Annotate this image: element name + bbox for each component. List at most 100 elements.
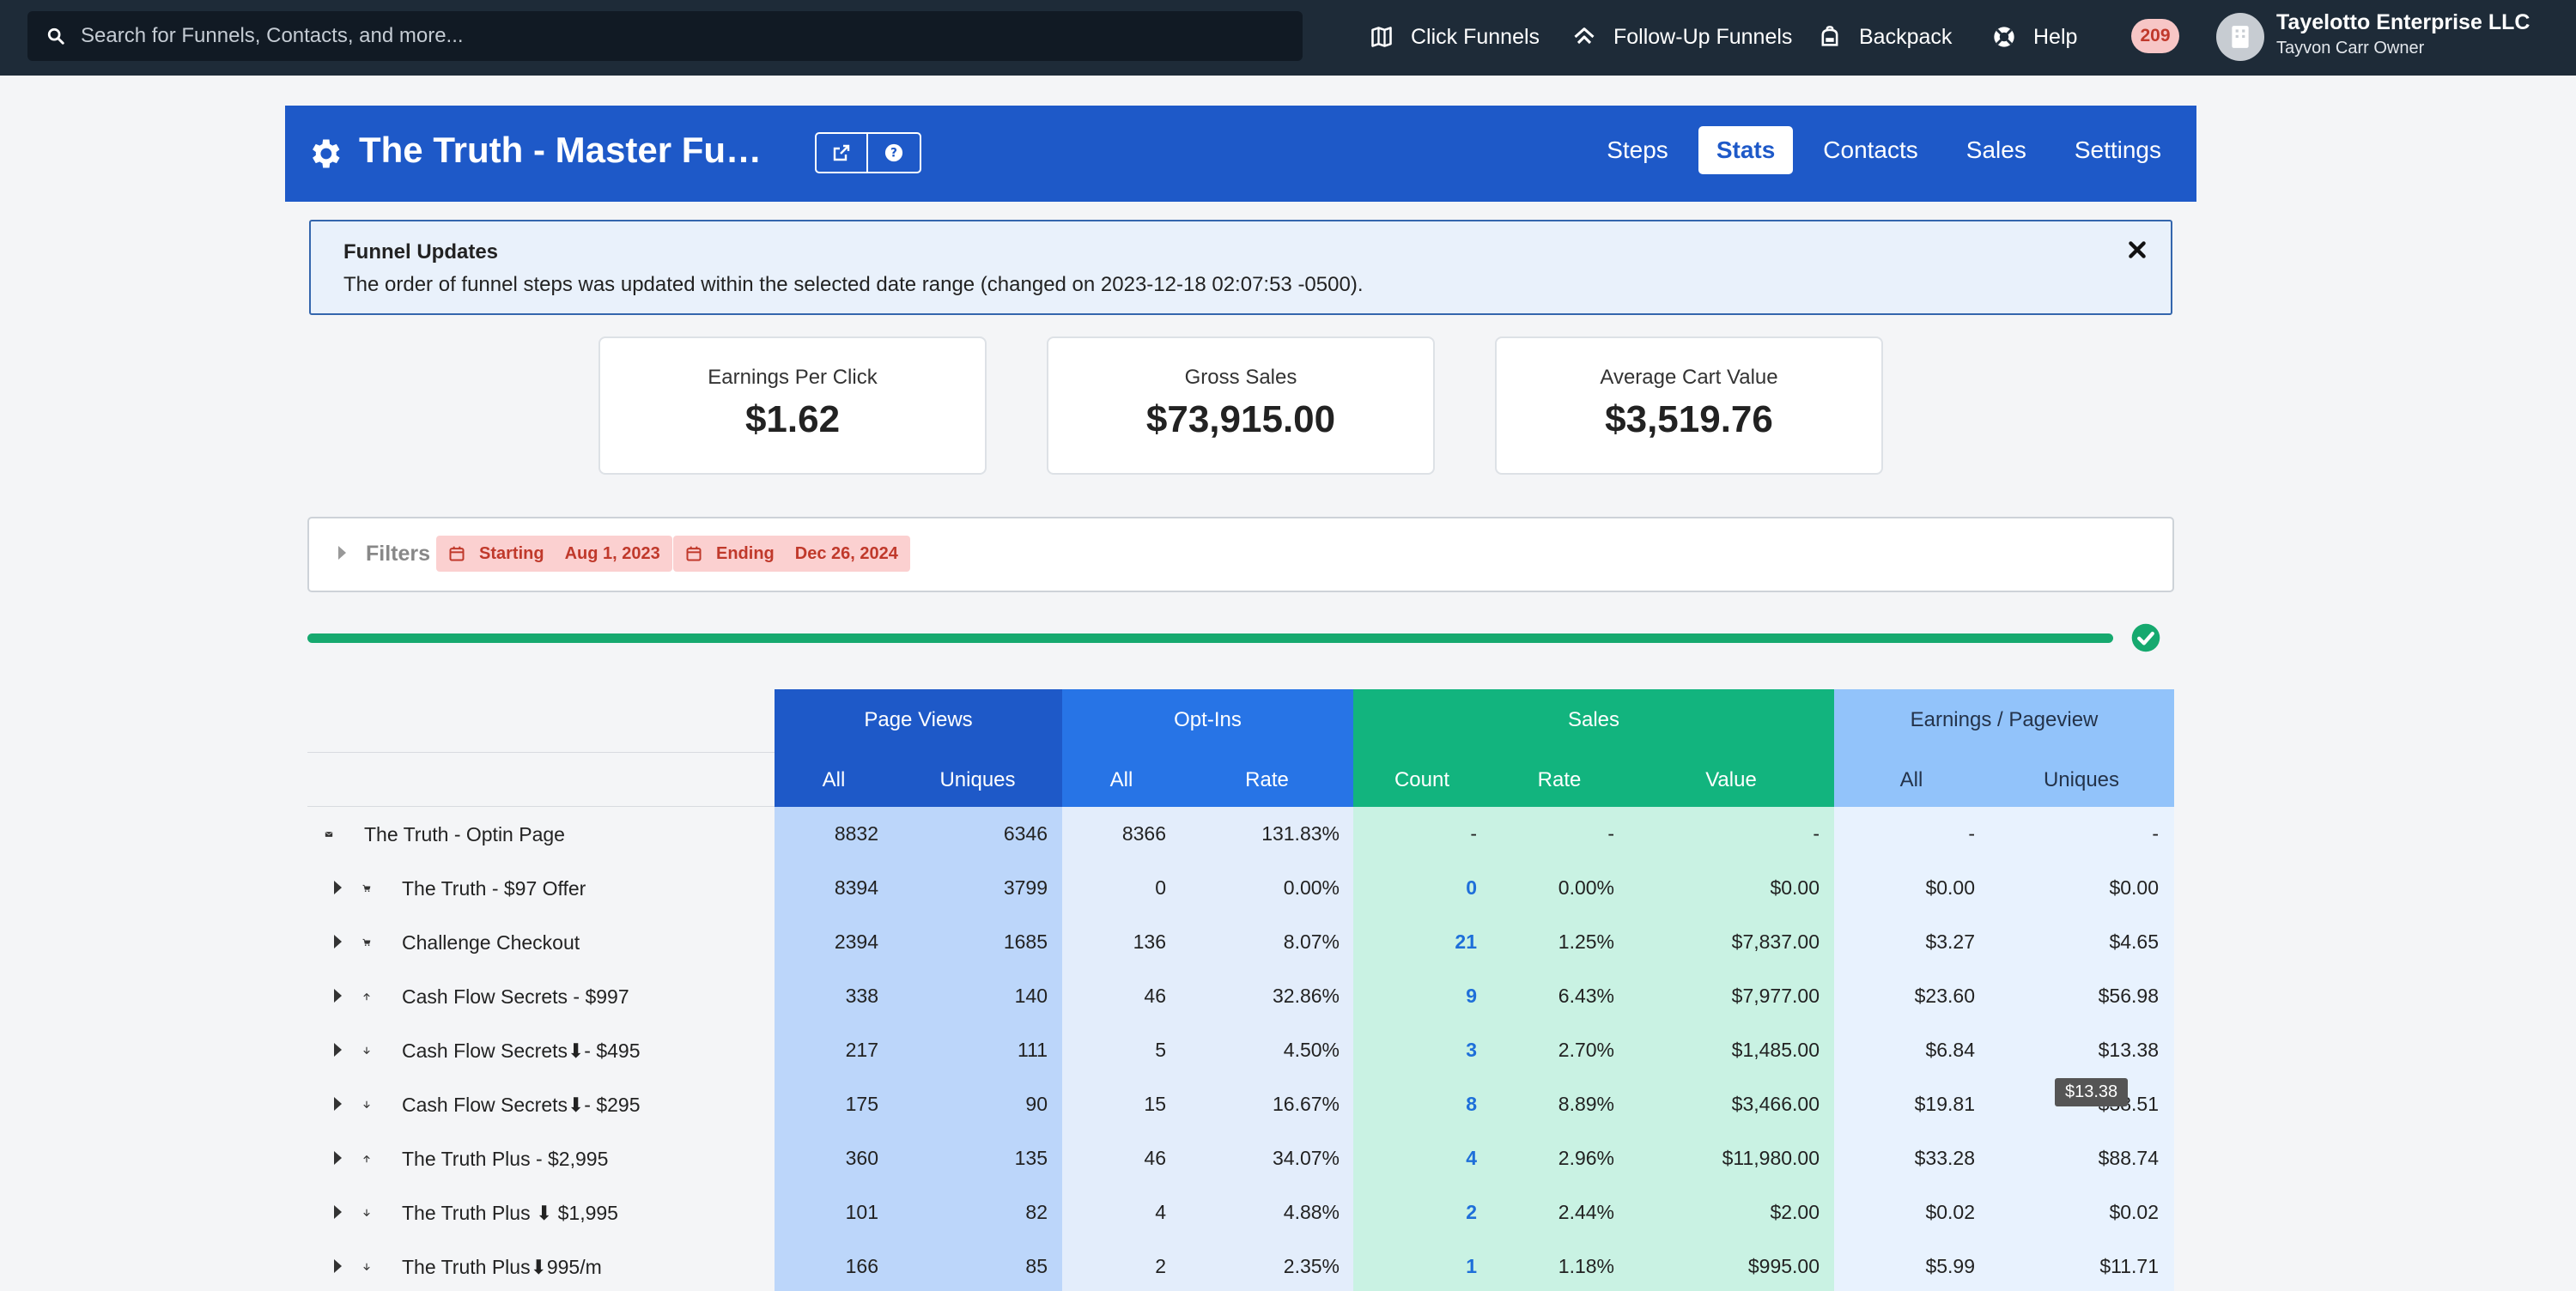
caret-right-icon[interactable] bbox=[334, 1205, 342, 1219]
gear-icon[interactable] bbox=[306, 135, 343, 173]
cell-oi-rate: 4.88% bbox=[1283, 1201, 1340, 1223]
check-circle-icon bbox=[2131, 623, 2160, 652]
cell-ep-uniques: $56.98 bbox=[2098, 985, 2159, 1007]
close-icon[interactable] bbox=[2126, 239, 2148, 261]
caret-right-icon[interactable] bbox=[334, 989, 342, 1003]
cell-ep-uniques: $88.74 bbox=[2098, 1147, 2159, 1169]
group-header: Sales bbox=[1567, 708, 1620, 731]
caret-right-icon[interactable] bbox=[334, 935, 342, 949]
nav-backpack[interactable]: Backpack bbox=[1818, 22, 1952, 52]
step-name-label: The Truth Plus - $2,995 bbox=[402, 1147, 609, 1170]
cell-sa-value: $11,980.00 bbox=[1722, 1147, 1820, 1169]
cell-oi-all: 136 bbox=[1133, 930, 1166, 953]
step-name[interactable]: The Truth Plus ⬇ $1,995 bbox=[362, 1201, 618, 1225]
caret-right-icon[interactable] bbox=[334, 1151, 342, 1165]
group-page-views: Page Views All Uniques bbox=[775, 689, 1062, 807]
cell-sa-count[interactable]: 0 bbox=[1466, 876, 1477, 899]
cell-oi-all: 46 bbox=[1144, 1147, 1166, 1169]
table-row[interactable]: Cash Flow Secrets⬇- $495 217 111 5 4.50% 3 2.7… bbox=[307, 1023, 2174, 1077]
step-name[interactable]: The Truth - $97 Offer bbox=[362, 876, 586, 900]
cell-sa-count[interactable]: 4 bbox=[1466, 1147, 1477, 1169]
col-header: Rate bbox=[1537, 768, 1582, 791]
cell-ep-all: $5.99 bbox=[1925, 1255, 1975, 1277]
user-role: Tayvon Carr Owner bbox=[2276, 39, 2425, 58]
global-search[interactable] bbox=[27, 11, 1303, 61]
caret-right-icon[interactable] bbox=[338, 546, 346, 560]
end-date-pill[interactable]: Ending Dec 26, 2024 bbox=[673, 536, 910, 572]
tab-settings[interactable]: Settings bbox=[2074, 136, 2161, 163]
filters-label[interactable]: Filters bbox=[366, 542, 431, 566]
cell-sa-count: - bbox=[1470, 822, 1477, 845]
tab-contacts[interactable]: Contacts bbox=[1823, 136, 1918, 163]
step-name[interactable]: The Truth - Optin Page bbox=[325, 822, 565, 846]
start-date-pill[interactable]: Starting Aug 1, 2023 bbox=[436, 536, 672, 572]
caret-right-icon[interactable] bbox=[334, 881, 342, 894]
table-row[interactable]: Challenge Checkout 2394 1685 136 8.07% 21 1.25… bbox=[307, 915, 2174, 969]
nav-help[interactable]: Help bbox=[1992, 22, 2077, 52]
table-row[interactable]: The Truth - Optin Page 8832 6346 8366 131.83… bbox=[307, 807, 2174, 861]
funnel-tabs: Steps Stats Contacts Sales Settings bbox=[1577, 126, 2179, 174]
cell-oi-all: 4 bbox=[1155, 1201, 1166, 1223]
account-menu[interactable]: Tayelotto Enterprise LLC Tayvon Carr Own… bbox=[2276, 10, 2530, 58]
group-header: Page Views bbox=[864, 708, 973, 731]
table-row[interactable]: Cash Flow Secrets - $997 338 140 46 32.86% 9 6… bbox=[307, 969, 2174, 1023]
table-row[interactable]: The Truth Plus⬇995/m 166 85 2 2.35% 1 1.18% $99… bbox=[307, 1239, 2174, 1291]
top-navbar: Click Funnels Follow-Up Funnels Backpack… bbox=[0, 0, 2576, 76]
cell-pv-all: 338 bbox=[845, 985, 878, 1007]
tab-steps[interactable]: Steps bbox=[1607, 136, 1668, 163]
step-name[interactable]: The Truth Plus - $2,995 bbox=[362, 1147, 608, 1171]
step-name[interactable]: The Truth Plus⬇995/m bbox=[362, 1255, 602, 1279]
cell-sa-count[interactable]: 2 bbox=[1466, 1201, 1477, 1223]
step-name-label: The Truth - $97 Offer bbox=[402, 876, 586, 900]
metric-label: Earnings Per Click bbox=[708, 366, 878, 389]
table-row[interactable]: The Truth Plus - $2,995 360 135 46 34.07% 4 2.… bbox=[307, 1131, 2174, 1185]
cell-oi-all: 2 bbox=[1155, 1255, 1166, 1277]
cell-sa-count[interactable]: 1 bbox=[1466, 1255, 1477, 1277]
caret-right-icon[interactable] bbox=[334, 1043, 342, 1057]
cell-sa-value: $995.00 bbox=[1747, 1255, 1820, 1277]
cell-sa-count[interactable]: 3 bbox=[1466, 1039, 1477, 1061]
nav-click-funnels[interactable]: Click Funnels bbox=[1370, 22, 1540, 52]
cell-sa-count[interactable]: 21 bbox=[1455, 930, 1477, 953]
nav-click-funnels-label: Click Funnels bbox=[1411, 24, 1540, 49]
table-row[interactable]: The Truth - $97 Offer 8394 3799 0 0.00% 0 0.00… bbox=[307, 861, 2174, 915]
cell-pv-all: 166 bbox=[845, 1255, 878, 1277]
cell-oi-rate: 131.83% bbox=[1261, 822, 1340, 845]
step-name[interactable]: Cash Flow Secrets - $997 bbox=[362, 985, 629, 1009]
avatar[interactable] bbox=[2216, 13, 2264, 61]
help-button[interactable]: ? bbox=[868, 134, 920, 172]
nav-follow-up-funnels-label: Follow-Up Funnels bbox=[1613, 24, 1793, 49]
step-name-label: Challenge Checkout bbox=[402, 930, 580, 954]
metric-gross-sales: Gross Sales $73,915.00 bbox=[1047, 336, 1435, 475]
map-icon bbox=[1371, 27, 1392, 47]
step-name[interactable]: Cash Flow Secrets⬇- $295 bbox=[362, 1093, 641, 1117]
cell-sa-rate: 1.18% bbox=[1558, 1255, 1614, 1277]
cell-pv-uniques: 90 bbox=[1025, 1093, 1048, 1115]
caret-right-icon[interactable] bbox=[334, 1259, 342, 1273]
notification-badge[interactable]: 209 bbox=[2131, 19, 2179, 53]
arrow-down-icon bbox=[362, 1201, 386, 1225]
caret-right-icon[interactable] bbox=[334, 1097, 342, 1111]
col-header: Count bbox=[1394, 768, 1450, 791]
cell-oi-all: 0 bbox=[1155, 876, 1166, 899]
calendar-icon bbox=[686, 546, 702, 561]
tab-stats[interactable]: Stats bbox=[1698, 126, 1794, 174]
cell-sa-count[interactable]: 9 bbox=[1466, 985, 1477, 1007]
search-icon bbox=[47, 27, 64, 45]
metric-label: Gross Sales bbox=[1184, 366, 1297, 389]
filters-panel[interactable]: Filters Starting Aug 1, 2023 Ending Dec … bbox=[307, 517, 2174, 592]
step-name-label: The Truth - Optin Page bbox=[364, 822, 565, 846]
search-input[interactable] bbox=[81, 24, 1266, 48]
calendar-icon bbox=[449, 546, 465, 561]
step-name[interactable]: Cash Flow Secrets⬇- $495 bbox=[362, 1039, 641, 1063]
cell-sa-count[interactable]: 8 bbox=[1466, 1093, 1477, 1115]
cell-sa-rate: 2.96% bbox=[1558, 1147, 1614, 1169]
step-name[interactable]: Challenge Checkout bbox=[362, 930, 580, 955]
nav-follow-up-funnels[interactable]: Follow-Up Funnels bbox=[1572, 22, 1792, 52]
open-external-button[interactable] bbox=[817, 134, 868, 172]
metric-average-cart-value: Average Cart Value $3,519.76 bbox=[1495, 336, 1883, 475]
backpack-icon bbox=[1821, 26, 1838, 46]
table-row[interactable]: Cash Flow Secrets⬇- $295 175 90 15 16.67% 8 8.… bbox=[307, 1077, 2174, 1131]
table-row[interactable]: The Truth Plus ⬇ $1,995 101 82 4 4.88% 2 2.44%… bbox=[307, 1185, 2174, 1239]
tab-sales[interactable]: Sales bbox=[1965, 136, 2026, 163]
